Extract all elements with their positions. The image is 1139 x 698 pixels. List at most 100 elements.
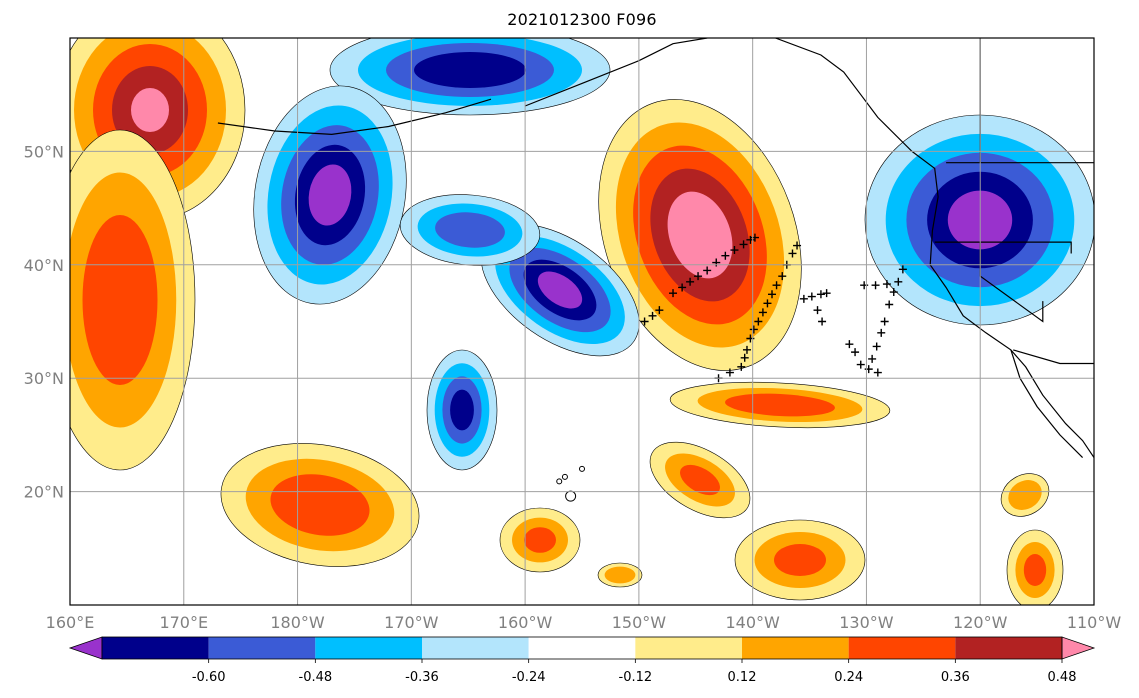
track-marker (788, 249, 797, 258)
positive-anomaly-south-far (774, 544, 826, 576)
track-marker (739, 240, 748, 249)
track-marker (889, 288, 898, 297)
lat-tick-label: 50°N (24, 142, 64, 161)
track-marker (868, 354, 877, 363)
colorbar-box (742, 637, 849, 659)
track-marker (894, 277, 903, 286)
positive-anomaly-south-east (680, 464, 720, 496)
track-marker (845, 340, 854, 349)
track-marker (813, 306, 822, 315)
track-marker (754, 317, 763, 326)
lon-tick-label: 170°W (384, 613, 439, 632)
track-marker (818, 317, 827, 326)
coastline-layer (217, 38, 1094, 502)
track-marker (851, 348, 860, 357)
track-marker (778, 272, 787, 281)
track-marker (721, 251, 730, 260)
positive-anomaly-central (667, 191, 733, 279)
track-marker (799, 294, 808, 303)
track-marker (882, 280, 891, 289)
positive-anomaly-small (604, 566, 636, 584)
track-marker (873, 368, 882, 377)
track-marker (856, 360, 865, 369)
track-marker (871, 281, 880, 290)
track-marker (816, 290, 825, 299)
track-marker (686, 277, 695, 286)
positive-anomaly-west-band (82, 215, 158, 385)
anomaly-field-layer (70, 38, 1094, 605)
lat-tick-label: 40°N (24, 256, 64, 275)
positive-anomaly-baja (1023, 554, 1047, 586)
lat-tick-label: 30°N (24, 369, 64, 388)
axis-labels: 160°E 170°E 180°W 170°W 160°W 150°W 140°W 130°W… (24, 142, 1122, 632)
coastline-aleutians (217, 98, 492, 136)
colorbar-tick-label: -0.36 (405, 670, 439, 685)
colorbar-box (102, 637, 209, 659)
colorbar-tick-label: -0.48 (299, 670, 333, 685)
hawaii-island (565, 490, 577, 502)
track-marker (737, 362, 746, 371)
positive-anomaly-south-central (524, 527, 556, 553)
track-marker (730, 246, 739, 255)
negative-anomaly-band (435, 212, 505, 248)
track-marker (822, 289, 831, 298)
colorbar-tick-label: 0.24 (834, 670, 863, 685)
lat-tick-label: 20°N (24, 483, 64, 502)
colorbar-tick-label: -0.24 (512, 670, 546, 685)
track-marker (703, 266, 712, 275)
track-marker (648, 311, 657, 320)
track-marker (877, 328, 886, 337)
track-marker (860, 281, 869, 290)
lon-tick-label: 140°W (725, 613, 780, 632)
map-title: 2021012300 F096 (507, 10, 657, 29)
track-marker (793, 241, 802, 250)
lon-tick-label: 150°W (612, 613, 667, 632)
track-marker (864, 365, 873, 374)
track-marker (807, 292, 816, 301)
track-marker (740, 353, 749, 362)
lon-tick-label: 160°W (498, 613, 553, 632)
track-marker (763, 299, 772, 308)
colorbar-box (528, 637, 636, 659)
colorbar-extend-low (68, 636, 103, 660)
colorbar-extend-high (1061, 636, 1096, 660)
colorbar-tick-label: 0.36 (941, 670, 970, 685)
colorbar-tick-label: 0.12 (728, 670, 757, 685)
track-marker (880, 317, 889, 326)
track-marker (640, 317, 649, 326)
border-us-mexico (1013, 349, 1094, 365)
lon-tick-label: 180°W (270, 613, 325, 632)
colorbar: -0.60 -0.48 -0.36 -0.24 -0.12 0.12 0.24 0.36 0.4… (68, 636, 1096, 685)
lon-tick-label: 110°W (1067, 613, 1122, 632)
track-marker (768, 290, 777, 299)
colorbar-tick-label: -0.60 (192, 670, 226, 685)
track-marker (725, 368, 734, 377)
negative-anomaly-west (308, 164, 352, 226)
lon-tick-label: 130°W (839, 613, 894, 632)
coastline-baja (1010, 349, 1084, 459)
negative-anomaly-mid (537, 271, 583, 309)
gridlines (70, 38, 1094, 605)
negative-anomaly-north (414, 52, 526, 88)
track-marker (758, 308, 767, 317)
lon-tick-label: 120°W (953, 613, 1008, 632)
colorbar-tick-label: 0.48 (1048, 670, 1077, 685)
track-marker (678, 283, 687, 292)
track-marker (885, 300, 894, 309)
positive-anomaly-nw (131, 88, 169, 132)
track-marker (772, 281, 781, 290)
lon-tick-label: 160°E (46, 613, 95, 632)
lon-tick-label: 170°E (159, 613, 208, 632)
hawaii-island (579, 465, 585, 472)
track-marker (898, 265, 907, 274)
track-marker (655, 306, 664, 315)
hawaii-island (556, 478, 563, 485)
track-marker (742, 345, 751, 354)
colorbar-box (635, 637, 742, 659)
hawaii-island (561, 473, 568, 480)
colorbar-box (422, 637, 529, 659)
track-marker (872, 342, 881, 351)
colorbar-box (315, 637, 422, 659)
colorbar-box (848, 637, 956, 659)
